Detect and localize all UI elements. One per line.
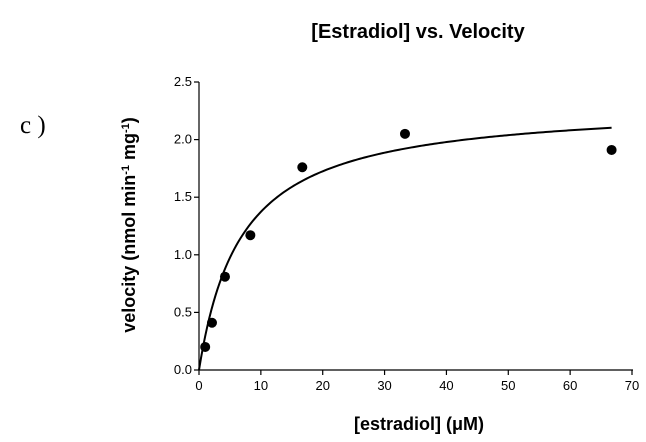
data-points [200,128,617,352]
x-tick-label: 20 [315,378,329,393]
data-point [206,317,217,328]
fit-curve [198,126,612,371]
y-tick-label: 1.5 [174,189,192,204]
y-axis-label-mid: mg [119,133,139,165]
x-tick-label: 10 [254,378,268,393]
x-tick-label: 70 [625,378,639,393]
y-tick-label: 2.5 [174,74,192,89]
y-axis-label-end: ) [119,117,139,123]
y-axis-label-sup2: -1 [120,123,132,133]
x-tick-label: 50 [501,378,515,393]
data-point [606,144,617,155]
x-tick-label: 40 [439,378,453,393]
y-tick-label: 2.0 [174,132,192,147]
y-axis-label: velocity (nmol min-1 mg-1) [119,117,139,333]
y-ticks: 0.0 0.5 1.0 1.5 2.0 2.5 [174,74,199,377]
x-axis-label: [estradiol] (μM) [354,414,484,434]
data-point [200,341,211,352]
x-ticks: 0 10 20 30 40 50 60 70 [195,370,639,393]
y-tick-label: 0.5 [174,304,192,319]
x-tick-label: 0 [195,378,202,393]
x-tick-label: 60 [563,378,577,393]
panel-label: c ) [20,112,46,139]
data-point [297,162,308,173]
y-tick-label: 0.0 [174,362,192,377]
y-axis-label-main: velocity (nmol min [119,175,139,333]
data-point [399,128,410,139]
y-axis-label-sup1: -1 [120,165,132,175]
data-point [245,230,256,241]
data-point [219,271,230,282]
x-tick-label: 30 [377,378,391,393]
chart-title: [Estradiol] vs. Velocity [311,21,525,43]
y-tick-label: 1.0 [174,247,192,262]
